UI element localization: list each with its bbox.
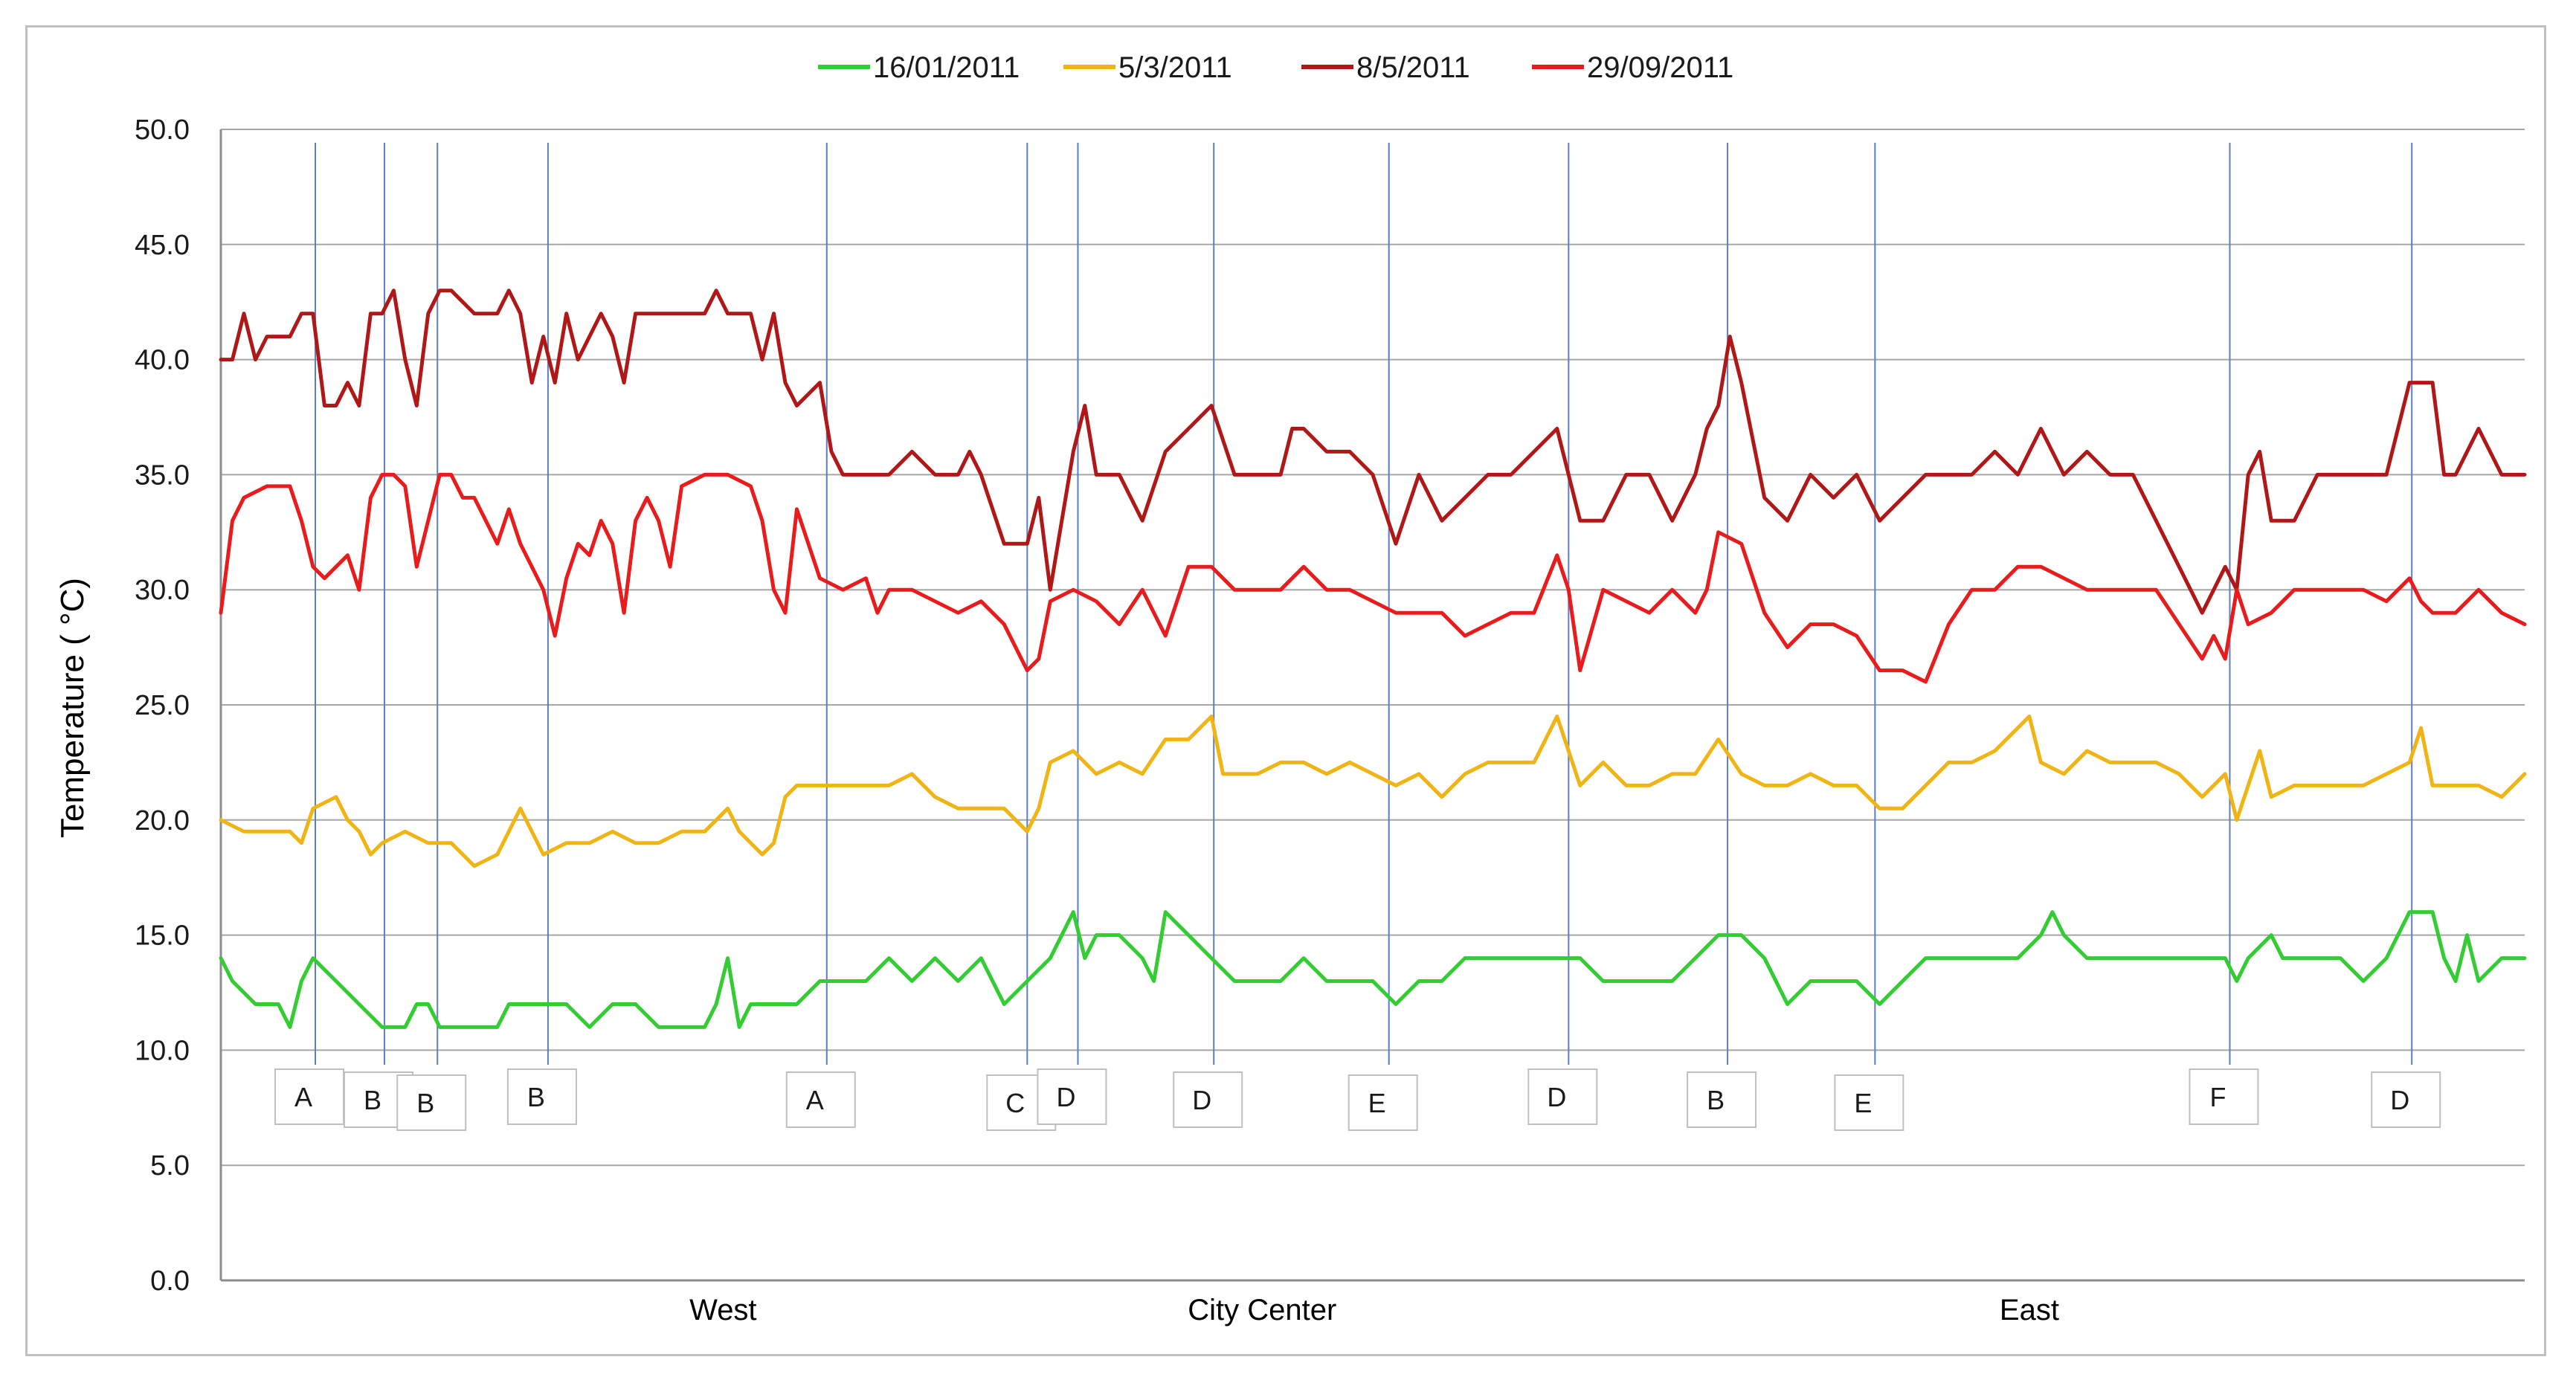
marker-label: B <box>1707 1085 1725 1115</box>
legend-label: 16/01/2011 <box>873 51 1020 84</box>
legend-label: 5/3/2011 <box>1118 51 1232 84</box>
marker-box <box>1347 1074 1418 1131</box>
series-lines <box>219 288 2527 1029</box>
marker-label: E <box>1368 1088 1386 1118</box>
y-tick-label: 25.0 <box>135 690 190 721</box>
legend: 16/01/2011 5/3/2011 8/5/2011 29/09/2011 <box>818 51 1733 84</box>
y-tick-label: 45.0 <box>135 230 190 261</box>
y-tick-label: 35.0 <box>135 460 190 491</box>
marker-box <box>785 1071 856 1128</box>
marker-box <box>1037 1068 1107 1125</box>
region-label: West <box>689 1294 756 1326</box>
marker-label: B <box>364 1085 381 1115</box>
marker-label: B <box>416 1088 434 1118</box>
marker-label: F <box>2209 1082 2226 1112</box>
marker-box <box>1173 1071 1243 1128</box>
y-tick-label: 0.0 <box>150 1266 190 1297</box>
marker-box <box>2371 1071 2441 1128</box>
region-label: City Center <box>1188 1294 1336 1326</box>
y-tick-label: 15.0 <box>135 921 190 952</box>
y-axis-title: Temperature ( °C) <box>54 578 91 838</box>
y-tick-label: 20.0 <box>135 805 190 836</box>
series-line-1 <box>219 910 2527 1029</box>
y-tick-label: 10.0 <box>135 1035 190 1066</box>
marker-label: D <box>1547 1082 1566 1112</box>
marker-label: D <box>2390 1085 2409 1115</box>
y-tick-label: 30.0 <box>135 575 190 606</box>
y-tick-label: 40.0 <box>135 345 190 376</box>
marker-box <box>1834 1074 1904 1131</box>
marker-label: D <box>1056 1082 1075 1112</box>
marker-label: B <box>527 1082 545 1112</box>
y-tick-label: 5.0 <box>150 1150 190 1181</box>
chart-frame <box>25 25 2546 1356</box>
marker-label: C <box>1005 1088 1025 1118</box>
marker-label: E <box>1854 1088 1872 1118</box>
axes <box>219 129 2525 1282</box>
y-tick-labels: 0.0 5.0 10.0 15.0 20.0 25.0 30.0 35.0 40.0 45.0 50… <box>135 115 190 1297</box>
marker-box <box>1527 1068 1598 1125</box>
marker-label: D <box>1192 1085 1211 1115</box>
legend-label: 8/5/2011 <box>1356 51 1470 84</box>
region-labels: West City Center East <box>689 1294 2059 1326</box>
legend-label: 29/09/2011 <box>1587 51 1733 84</box>
y-tick-label: 50.0 <box>135 115 190 146</box>
marker-box <box>396 1074 467 1131</box>
marker-label: A <box>806 1085 824 1115</box>
region-label: East <box>2000 1294 2059 1326</box>
marker-box <box>2189 1068 2259 1125</box>
series-line-4 <box>219 472 2527 684</box>
marker-box <box>506 1068 577 1125</box>
series-line-3 <box>219 288 2527 615</box>
marker-vertical-lines <box>315 143 2413 1065</box>
marker-label: A <box>294 1082 312 1112</box>
marker-box <box>1687 1071 1757 1128</box>
series-line-2 <box>219 715 2527 868</box>
